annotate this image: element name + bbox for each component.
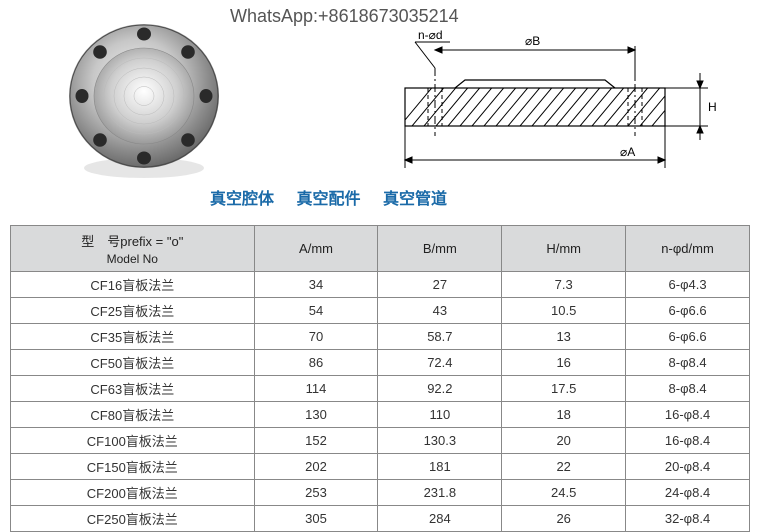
cell-h: 26 (502, 506, 626, 532)
cell-h: 10.5 (502, 298, 626, 324)
tag-vacuum-pipe: 真空管道 (383, 191, 447, 208)
cell-b: 181 (378, 454, 502, 480)
cell-b: 231.8 (378, 480, 502, 506)
cell-a: 34 (254, 272, 378, 298)
cell-h: 7.3 (502, 272, 626, 298)
cell-a: 130 (254, 402, 378, 428)
cell-h: 20 (502, 428, 626, 454)
cell-model: CF100盲板法兰 (11, 428, 255, 454)
cell-model: CF16盲板法兰 (11, 272, 255, 298)
cell-b: 27 (378, 272, 502, 298)
table-header-row: 型 号prefix = "o" Model No A/mm B/mm H/mm … (11, 226, 750, 272)
cell-a: 305 (254, 506, 378, 532)
cell-h: 16 (502, 350, 626, 376)
spec-table: 型 号prefix = "o" Model No A/mm B/mm H/mm … (10, 225, 750, 532)
col-b: B/mm (378, 226, 502, 272)
cell-model: CF80盲板法兰 (11, 402, 255, 428)
cell-h: 24.5 (502, 480, 626, 506)
col-n-phi-d: n-φd/mm (626, 226, 750, 272)
cell-a: 114 (254, 376, 378, 402)
cell-b: 130.3 (378, 428, 502, 454)
table-row: CF200盲板法兰253231.824.524-φ8.4 (11, 480, 750, 506)
table-row: CF63盲板法兰11492.217.58-φ8.4 (11, 376, 750, 402)
cell-n: 20-φ8.4 (626, 454, 750, 480)
cell-model: CF150盲板法兰 (11, 454, 255, 480)
cell-n: 6-φ6.6 (626, 298, 750, 324)
col-h: H/mm (502, 226, 626, 272)
cell-model: CF50盲板法兰 (11, 350, 255, 376)
flange-cross-section-drawing: n-⌀d ⌀B ⌀A H (350, 28, 730, 188)
cell-a: 86 (254, 350, 378, 376)
label-phi-b: ⌀B (525, 34, 540, 48)
cell-b: 72.4 (378, 350, 502, 376)
flange-product-photo (62, 18, 227, 183)
table-row: CF16盲板法兰34277.36-φ4.3 (11, 272, 750, 298)
label-n-phi-d: n-⌀d (418, 28, 443, 42)
cell-n: 6-φ4.3 (626, 272, 750, 298)
cell-h: 13 (502, 324, 626, 350)
cell-h: 22 (502, 454, 626, 480)
cell-a: 152 (254, 428, 378, 454)
cell-h: 17.5 (502, 376, 626, 402)
cell-h: 18 (502, 402, 626, 428)
cell-n: 8-φ8.4 (626, 376, 750, 402)
table-row: CF250盲板法兰3052842632-φ8.4 (11, 506, 750, 532)
col-a: A/mm (254, 226, 378, 272)
table-row: CF25盲板法兰544310.56-φ6.6 (11, 298, 750, 324)
cell-n: 32-φ8.4 (626, 506, 750, 532)
label-h: H (708, 100, 717, 114)
cell-b: 110 (378, 402, 502, 428)
cell-b: 284 (378, 506, 502, 532)
cell-model: CF35盲板法兰 (11, 324, 255, 350)
cell-a: 202 (254, 454, 378, 480)
cell-model: CF250盲板法兰 (11, 506, 255, 532)
cell-b: 43 (378, 298, 502, 324)
cell-n: 6-φ6.6 (626, 324, 750, 350)
cell-n: 24-φ8.4 (626, 480, 750, 506)
cell-b: 58.7 (378, 324, 502, 350)
tag-vacuum-parts: 真空配件 (296, 191, 360, 208)
table-row: CF80盲板法兰1301101816-φ8.4 (11, 402, 750, 428)
cell-n: 8-φ8.4 (626, 350, 750, 376)
table-row: CF150盲板法兰2021812220-φ8.4 (11, 454, 750, 480)
cell-a: 253 (254, 480, 378, 506)
cell-n: 16-φ8.4 (626, 428, 750, 454)
cell-model: CF25盲板法兰 (11, 298, 255, 324)
label-phi-a: ⌀A (620, 145, 635, 159)
table-row: CF50盲板法兰8672.4168-φ8.4 (11, 350, 750, 376)
cell-a: 70 (254, 324, 378, 350)
whatsapp-contact: WhatsApp:+8618673035214 (230, 6, 459, 27)
category-tags: 真空腔体 真空配件 真空管道 (210, 185, 465, 209)
cell-b: 92.2 (378, 376, 502, 402)
cell-model: CF63盲板法兰 (11, 376, 255, 402)
table-row: CF35盲板法兰7058.7136-φ6.6 (11, 324, 750, 350)
cell-n: 16-φ8.4 (626, 402, 750, 428)
cell-model: CF200盲板法兰 (11, 480, 255, 506)
table-row: CF100盲板法兰152130.32016-φ8.4 (11, 428, 750, 454)
tag-vacuum-chamber: 真空腔体 (210, 191, 274, 208)
col-model: 型 号prefix = "o" Model No (11, 226, 255, 272)
cell-a: 54 (254, 298, 378, 324)
